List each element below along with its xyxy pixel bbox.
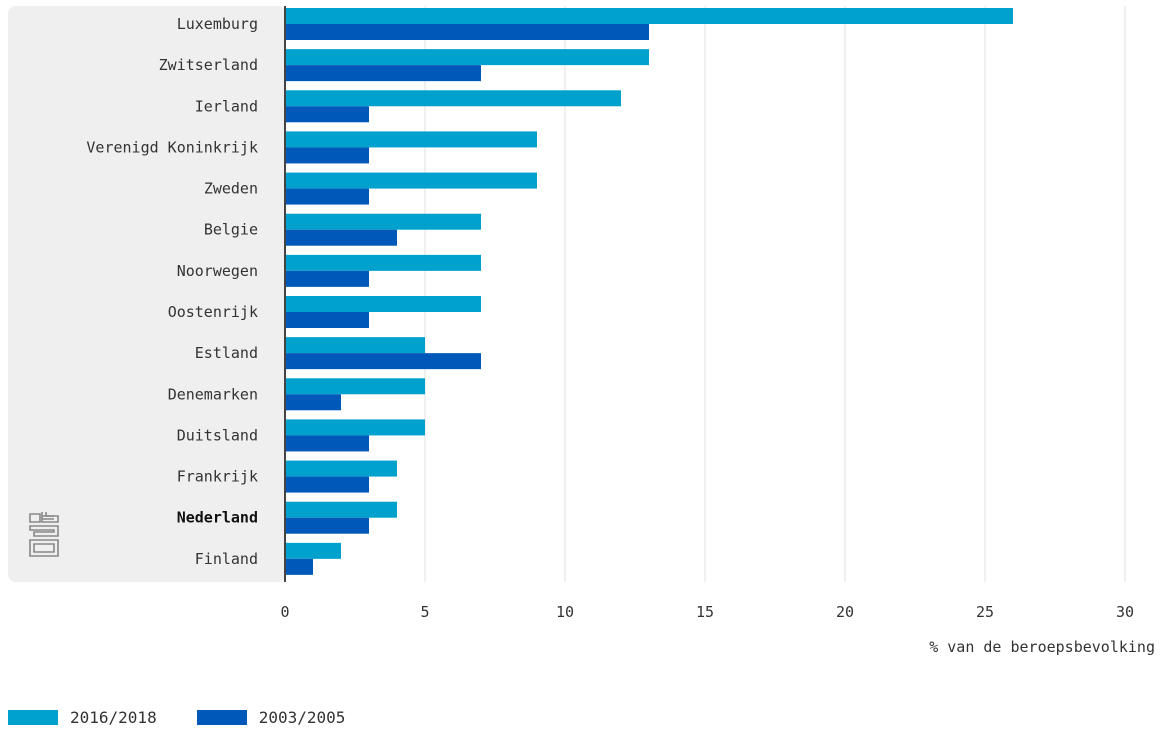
bar-series-2003-2005[interactable]	[285, 147, 369, 164]
x-axis-ticks: 0 5 10 15 20 25 30	[280, 603, 1134, 621]
label-panel-background	[8, 6, 286, 582]
category-label: Oostenrijk	[168, 303, 258, 321]
bar-series-2003-2005[interactable]	[285, 270, 369, 287]
bar-series-2003-2005[interactable]	[285, 188, 369, 205]
legend-item-2016-2018[interactable]: 2016/2018	[8, 708, 157, 727]
bar-series-2003-2005[interactable]	[285, 65, 481, 82]
x-tick-label: 5	[420, 603, 429, 621]
bar-series-2016-2018[interactable]	[285, 419, 425, 436]
bar-series-2016-2018[interactable]	[285, 542, 341, 559]
cbs-logo-icon	[29, 512, 59, 557]
category-label: Estland	[195, 344, 258, 362]
bar-series-2003-2005[interactable]	[285, 229, 397, 246]
category-label: Noorwegen	[177, 262, 258, 280]
bar-series-2003-2005[interactable]	[285, 24, 649, 40]
bar-series-2016-2018[interactable]	[285, 49, 649, 66]
x-tick-label: 25	[976, 603, 994, 621]
x-tick-label: 10	[556, 603, 574, 621]
bar-series-2016-2018[interactable]	[285, 8, 1013, 24]
category-label: Verenigd Koninkrijk	[86, 138, 258, 156]
category-label: Ierland	[195, 97, 258, 115]
bar-series-2016-2018[interactable]	[285, 337, 425, 354]
category-label: Luxemburg	[177, 15, 258, 33]
bar-series-2016-2018[interactable]	[285, 460, 397, 477]
bar-series-2003-2005[interactable]	[285, 106, 369, 123]
category-label: Zwitserland	[159, 56, 258, 74]
x-tick-label: 0	[280, 603, 289, 621]
legend-label: 2003/2005	[258, 708, 346, 727]
legend-item-2003-2005[interactable]: 2003/2005	[196, 708, 346, 727]
category-label: Zweden	[204, 180, 258, 198]
bar-series-2003-2005[interactable]	[285, 435, 369, 452]
category-labels: Luxemburg Zwitserland Ierland Verenigd Koni…	[86, 15, 258, 568]
bars	[285, 8, 1013, 575]
x-tick-label: 20	[836, 603, 854, 621]
bar-series-2003-2005[interactable]	[285, 476, 369, 493]
bar-series-2003-2005[interactable]	[285, 394, 341, 411]
legend: 2016/2018 2003/2005	[8, 708, 385, 727]
bar-series-2016-2018[interactable]	[285, 172, 537, 189]
bar-series-2016-2018[interactable]	[285, 90, 621, 107]
legend-label: 2016/2018	[70, 708, 157, 727]
bar-series-2003-2005[interactable]	[285, 312, 369, 328]
category-label: Belgie	[204, 221, 258, 239]
legend-swatch-2003-2005	[196, 710, 247, 725]
x-tick-label: 30	[1116, 603, 1134, 621]
category-label: Finland	[195, 550, 258, 568]
legend-swatch-2016-2018	[8, 710, 58, 725]
category-label: Frankrijk	[177, 468, 258, 486]
bar-chart: Luxemburg Zwitserland Ierland Verenigd Koni…	[8, 6, 1155, 656]
x-tick-label: 15	[696, 603, 714, 621]
category-label: Denemarken	[168, 385, 258, 403]
bar-series-2016-2018[interactable]	[285, 213, 481, 230]
bar-series-2003-2005[interactable]	[285, 558, 313, 575]
bar-series-2016-2018[interactable]	[285, 296, 481, 312]
category-label: Duitsland	[177, 426, 258, 444]
bar-series-2003-2005[interactable]	[285, 517, 369, 534]
bar-series-2016-2018[interactable]	[285, 501, 397, 518]
bar-series-2016-2018[interactable]	[285, 378, 425, 395]
category-label: Nederland	[177, 509, 258, 527]
bar-series-2003-2005[interactable]	[285, 353, 481, 370]
x-axis-title: % van de beroepsbevolking	[929, 638, 1155, 656]
bar-series-2016-2018[interactable]	[285, 254, 481, 271]
bar-series-2016-2018[interactable]	[285, 131, 537, 148]
